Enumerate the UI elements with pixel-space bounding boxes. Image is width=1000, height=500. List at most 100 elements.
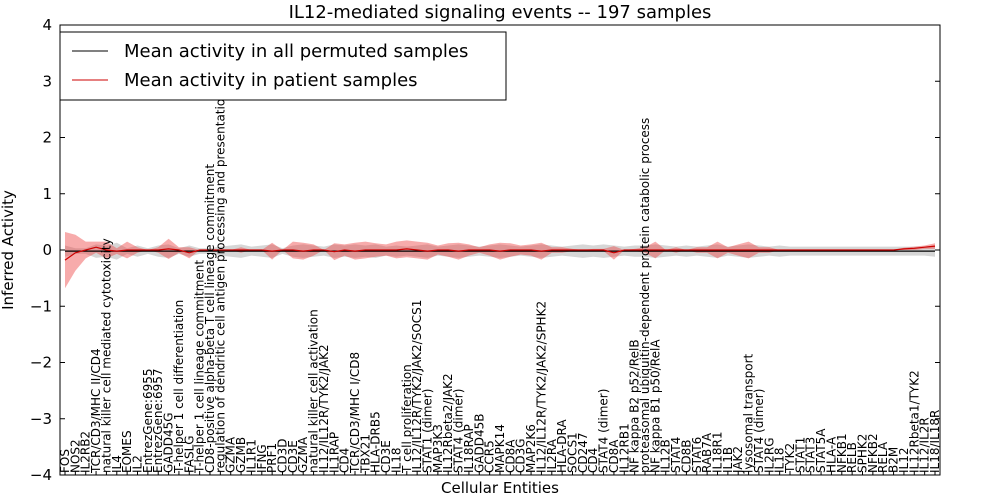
x-tick-label: CD3E: [286, 440, 300, 473]
x-tick-label: IL2RG: [762, 438, 776, 474]
y-tick-label: 4: [42, 16, 52, 34]
x-tick-label: IL1B: [721, 447, 735, 473]
x-tick-label: IL12/IL12R/TYK2/JAK2/SPHK2: [534, 301, 548, 473]
x-tick-label: NF kappa B2 p52/RelB: [628, 339, 642, 473]
x-tick-label: TCR/CD3/MHC II/CD4: [89, 348, 103, 474]
x-tick-label: CD3G: [514, 438, 528, 473]
x-tick-label: natural killer cell mediated cytotoxicit…: [99, 238, 113, 473]
x-tick-label: STAT3: [804, 437, 818, 473]
x-tick-label: GZMA: [224, 436, 238, 473]
plot-frame: [59, 24, 941, 476]
x-tick-label: CD3E: [379, 440, 393, 473]
x-tick-label: NF kappa B1 p50/RelA: [648, 339, 662, 473]
x-tick-label: IL12RB1: [617, 423, 631, 473]
x-tick-label: STAT1 (dimer): [421, 389, 435, 473]
x-tick-label: EOMES: [120, 430, 134, 473]
x-tick-label: IL12/IL2R: [918, 417, 932, 473]
x-tick-label: GADD45G: [162, 412, 176, 473]
x-tick-label: STAT5A: [814, 428, 828, 473]
x-tick-label: FOS: [58, 449, 72, 473]
x-tick-label: MAP3K3: [431, 424, 445, 473]
x-tick-label: JAK2: [731, 446, 745, 474]
x-tick-label: SPHK2: [856, 434, 870, 473]
chart-title: IL12-mediated signaling events -- 197 sa…: [289, 2, 712, 23]
patient-band: [65, 232, 935, 289]
x-tick-label: HLA-A: [824, 436, 838, 473]
x-tick-label: STAT1: [793, 437, 807, 473]
y-tick-label: 1: [42, 185, 52, 203]
y-tick-label: 2: [42, 129, 52, 147]
y-tick-label: 3: [42, 72, 52, 90]
patient-series-line: [64, 245, 936, 261]
x-tick-label: IL2RB2: [79, 431, 93, 473]
x-tick-label: STAT4 (dimer): [752, 389, 766, 473]
x-tick-label: B2M: [887, 447, 901, 473]
legend: Mean activity in all permuted samples Me…: [59, 31, 507, 101]
x-tick-label: HLA-DRA: [555, 419, 569, 473]
y-axis-label: Inferred Activity: [0, 190, 17, 310]
legend-label-permuted: Mean activity in all permuted samples: [124, 41, 468, 62]
x-tick-label: EntrezGene:6955: [141, 369, 155, 474]
x-tick-label: NFKB1: [835, 433, 849, 473]
x-axis-label: Cellular Entities: [441, 479, 559, 497]
x-tick-label: IL18R1: [711, 432, 725, 473]
x-tick-label: IL12B: [659, 439, 673, 473]
x-tick-label: STAT4 (dimer): [452, 389, 466, 473]
x-tick-label: CD3D: [276, 439, 290, 474]
x-tick-label: IL2: [131, 455, 145, 473]
x-tick-label: IL18/IL18R: [928, 410, 942, 473]
x-tick-label: TYK2: [783, 443, 797, 474]
x-tick-label: RAB7A: [700, 432, 714, 473]
x-tick-label: NOS2: [68, 439, 82, 473]
x-tick-label: SOCS1: [566, 432, 580, 473]
y-tick-label: −4: [30, 466, 52, 484]
x-tick-label: CCR5: [483, 440, 497, 473]
x-tick-label: IL18: [389, 448, 403, 474]
x-tick-label: RELB: [845, 442, 859, 473]
x-tick-label: CD4: [586, 448, 600, 473]
x-tick-label: lysosomal transport: [742, 353, 756, 473]
y-tick-label: −1: [30, 297, 52, 315]
x-tick-label: PRF1: [265, 443, 279, 473]
x-tick-label: CD4: [338, 448, 352, 473]
x-tick-label: IL12Rbeta1/TYK2: [907, 370, 921, 473]
legend-label-patient: Mean activity in patient samples: [124, 70, 418, 91]
x-tick-label: CD8A: [607, 439, 621, 473]
x-tick-label: MAP2K6: [524, 424, 538, 473]
x-tick-label: IL18: [773, 448, 787, 474]
x-tick-label: CD247: [576, 432, 590, 473]
x-tick-label: IL1RAP: [327, 432, 341, 473]
y-tick-label: −2: [30, 354, 52, 372]
x-tick-label: IL4: [110, 455, 124, 473]
y-tick-label: −3: [30, 410, 52, 428]
x-tick-label: T cell proliferation: [400, 364, 414, 474]
x-tick-label: FASLG: [182, 435, 196, 473]
x-tick-label: IL12Rbeta2/JAK2: [441, 373, 455, 473]
x-tick-label: GADD45B: [472, 414, 486, 474]
x-tick-label: TBX21: [358, 434, 372, 474]
x-tick-label: IL12/IL12R/TYK2/JAK2: [317, 344, 331, 473]
x-tick-label: GZMA: [296, 436, 310, 473]
x-tick-label: T-helper 1 cell lineage commitment: [193, 260, 207, 474]
x-tick-label: IFNG: [255, 444, 269, 473]
x-tick-label: EntrezGene:6957: [151, 369, 165, 474]
x-tick-label: STAT6: [690, 437, 704, 473]
x-tick-label: CD8A: [503, 439, 517, 473]
x-tick-label: MAPK14: [493, 424, 507, 473]
x-tick-label: CD8B: [679, 440, 693, 474]
x-tick-label: regulation of dendritic cell antigen pro…: [213, 91, 227, 473]
x-tick-label: TCR/CD3/MHC I/CD8: [348, 352, 362, 474]
x-tick-label: IL12: [897, 448, 911, 474]
x-tick-label: IL2RA: [545, 438, 559, 473]
x-tick-label: IL18RAP: [462, 424, 476, 473]
x-tick-label: NFKB2: [866, 433, 880, 473]
x-tick-label: natural killer cell activation: [307, 309, 321, 473]
x-tick-label: proteasomal ubiquitin-dependent protein …: [638, 118, 652, 473]
x-tick-label: CD8-positive alpha-beta T cell lineage c…: [203, 164, 217, 473]
x-tick-label: IL1R1: [244, 439, 258, 473]
y-tick-label: 0: [42, 241, 52, 259]
x-tick-label: RELA: [876, 441, 890, 473]
x-tick-label: STAT4: [669, 437, 683, 473]
legend-box: [59, 31, 507, 101]
